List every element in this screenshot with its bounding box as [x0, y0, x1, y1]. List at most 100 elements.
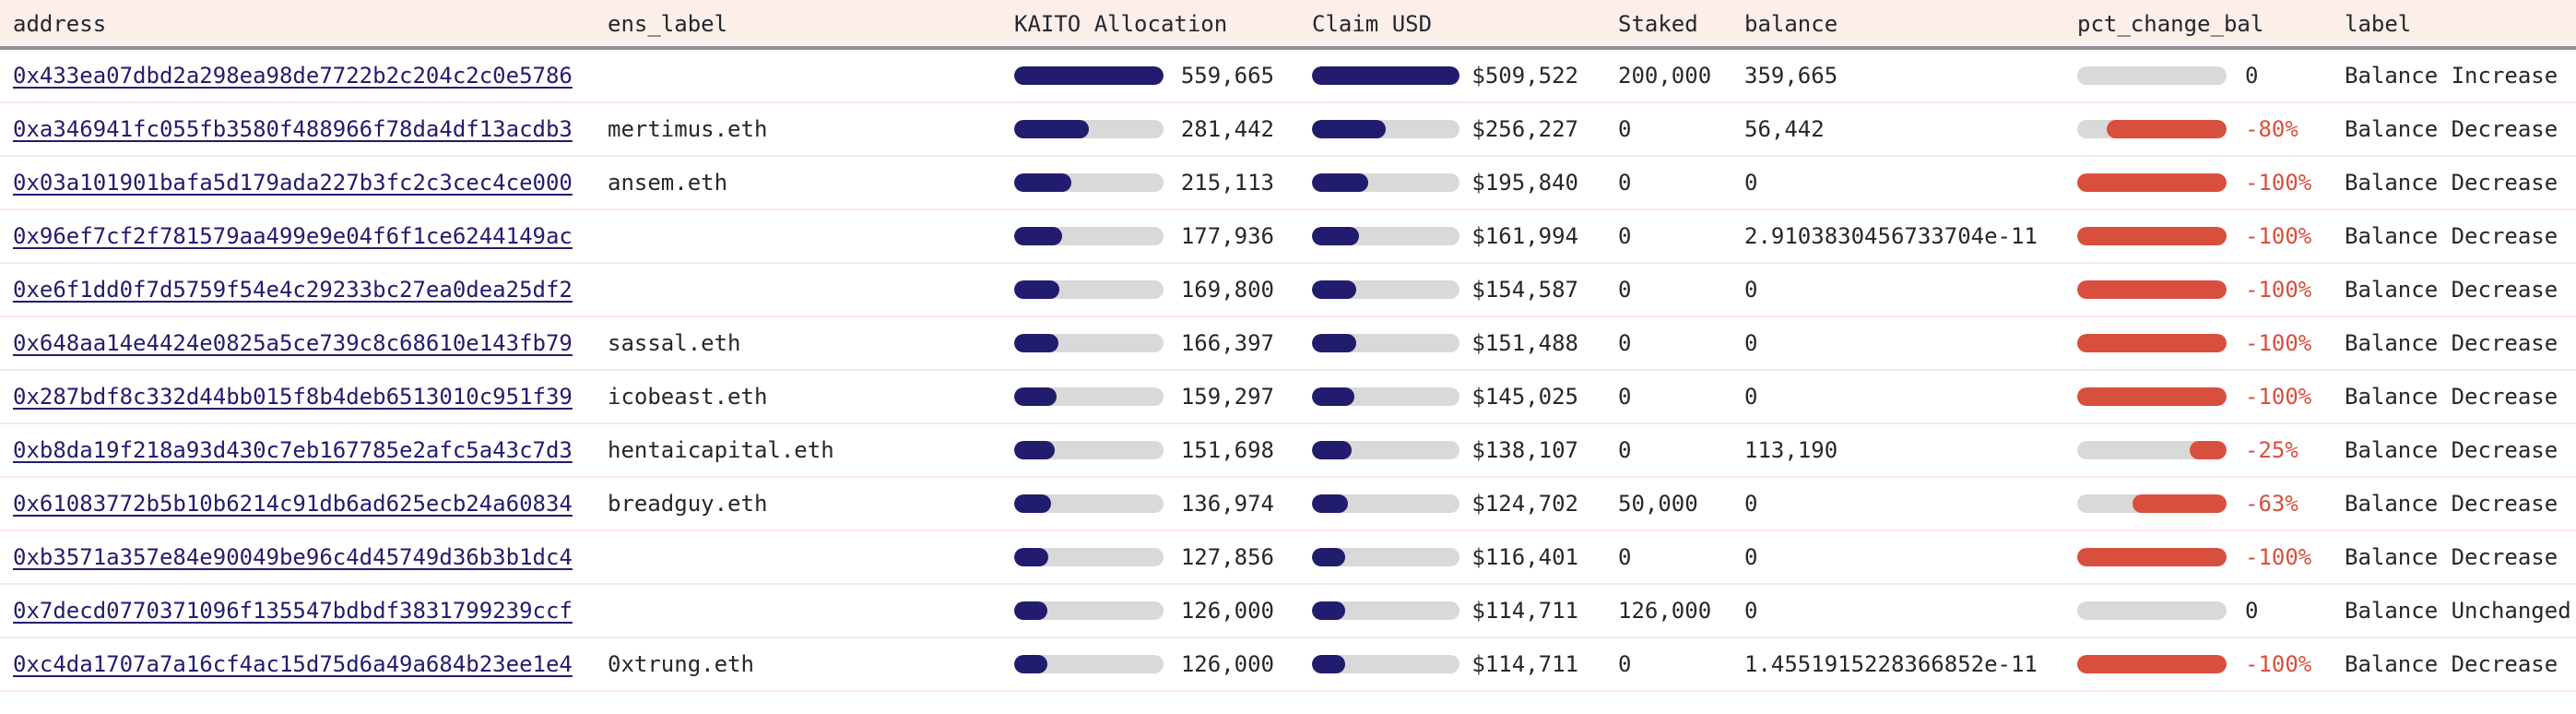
address-link[interactable]: 0xb3571a357e84e90049be96c4d45749d36b3b1d… — [13, 544, 573, 570]
ens-label-cell: sassal.eth — [608, 330, 741, 356]
table-row[interactable]: 0x03a101901bafa5d179ada227b3fc2c3cec4ce0… — [0, 157, 2576, 210]
table-row[interactable]: 0xb8da19f218a93d430c7eb167785e2afc5a43c7… — [0, 424, 2576, 478]
label-cell: Balance Decrease — [2345, 223, 2558, 249]
column-header-label[interactable]: label — [2345, 11, 2412, 37]
staked-cell: 0 — [1618, 223, 1632, 249]
kaito-allocation-value: 559,665 — [1180, 63, 1274, 89]
claim-usd-value: $116,401 — [1471, 544, 1578, 570]
column-header-kaito-allocation[interactable]: KAITO Allocation — [1014, 11, 1228, 37]
kaito-allocation-bar — [1014, 173, 1164, 192]
table-row[interactable]: 0xc4da1707a7a16cf4ac15d75d6a49a684b23ee1… — [0, 638, 2576, 692]
address-cell: 0x433ea07dbd2a298ea98de7722b2c204c2c0e57… — [13, 50, 573, 101]
claim-usd-value: $124,702 — [1471, 491, 1578, 517]
claim-usd-value: $114,711 — [1471, 598, 1578, 624]
staked-cell: 0 — [1618, 116, 1632, 142]
kaito-allocation-value: 136,974 — [1180, 491, 1274, 517]
staked-cell: 200,000 — [1618, 63, 1712, 89]
kaito-allocation-bar — [1014, 334, 1164, 352]
table-row[interactable]: 0x648aa14e4424e0825a5ce739c8c68610e143fb… — [0, 317, 2576, 371]
balance-cell: 1.4551915228366852e-11 — [1744, 651, 2038, 677]
address-link[interactable]: 0x7decd0770371096f135547bdbdf3831799239c… — [13, 598, 573, 624]
label-cell: Balance Decrease — [2345, 116, 2558, 142]
table-row[interactable]: 0x61083772b5b10b6214c91db6ad625ecb24a608… — [0, 478, 2576, 531]
label-cell: Balance Decrease — [2345, 384, 2558, 410]
address-cell: 0xe6f1dd0f7d5759f54e4c29233bc27ea0dea25d… — [13, 264, 573, 315]
table-row[interactable]: 0x7decd0770371096f135547bdbdf3831799239c… — [0, 585, 2576, 638]
column-header-balance[interactable]: balance — [1744, 11, 1838, 37]
claim-usd-bar — [1312, 66, 1459, 85]
claim-usd-value: $151,488 — [1471, 330, 1578, 356]
claim-usd-value: $161,994 — [1471, 223, 1578, 249]
table-row[interactable]: 0x433ea07dbd2a298ea98de7722b2c204c2c0e57… — [0, 50, 2576, 103]
claim-usd-bar — [1312, 387, 1459, 406]
staked-cell: 0 — [1618, 437, 1632, 463]
claim-usd-bar-fill — [1312, 441, 1353, 459]
table-header-row: address ens_label KAITO Allocation Claim… — [0, 0, 2576, 50]
pct-change-bar — [2077, 280, 2227, 299]
claim-usd-value: $138,107 — [1471, 437, 1578, 463]
address-link[interactable]: 0x61083772b5b10b6214c91db6ad625ecb24a608… — [13, 491, 573, 517]
pct-change-bar — [2077, 441, 2227, 459]
label-cell: Balance Decrease — [2345, 651, 2558, 677]
claim-usd-bar — [1312, 655, 1459, 673]
balance-cell: 0 — [1744, 170, 1758, 196]
claim-usd-bar-fill — [1312, 601, 1345, 620]
column-header-claim-usd[interactable]: Claim USD — [1312, 11, 1433, 37]
table-row[interactable]: 0xb3571a357e84e90049be96c4d45749d36b3b1d… — [0, 531, 2576, 585]
column-header-address[interactable]: address — [13, 11, 107, 37]
table-row[interactable]: 0xa346941fc055fb3580f488966f78da4df13acd… — [0, 103, 2576, 157]
address-link[interactable]: 0x287bdf8c332d44bb015f8b4deb6513010c951f… — [13, 384, 573, 410]
table-row[interactable]: 0xe6f1dd0f7d5759f54e4c29233bc27ea0dea25d… — [0, 264, 2576, 317]
balance-cell: 56,442 — [1744, 116, 1825, 142]
ens-label-cell: breadguy.eth — [608, 491, 768, 517]
claim-usd-value: $145,025 — [1471, 384, 1578, 410]
kaito-allocation-bar-fill — [1014, 494, 1051, 513]
label-cell: Balance Decrease — [2345, 437, 2558, 463]
address-link[interactable]: 0xb8da19f218a93d430c7eb167785e2afc5a43c7… — [13, 437, 573, 463]
pct-change-bar — [2077, 494, 2227, 513]
address-link[interactable]: 0xa346941fc055fb3580f488966f78da4df13acd… — [13, 116, 573, 142]
label-cell: Balance Decrease — [2345, 330, 2558, 356]
pct-change-bar — [2077, 120, 2227, 138]
label-cell: Balance Decrease — [2345, 491, 2558, 517]
pct-change-value: -80% — [2245, 116, 2298, 142]
kaito-allocation-value: 281,442 — [1180, 116, 1274, 142]
address-link[interactable]: 0x03a101901bafa5d179ada227b3fc2c3cec4ce0… — [13, 170, 573, 196]
kaito-allocation-bar-fill — [1014, 227, 1062, 245]
claim-usd-value: $195,840 — [1471, 170, 1578, 196]
table-row[interactable]: 0x287bdf8c332d44bb015f8b4deb6513010c951f… — [0, 371, 2576, 424]
ens-label-cell: mertimus.eth — [608, 116, 768, 142]
column-header-pct-change-bal[interactable]: pct_change_bal — [2077, 11, 2264, 37]
address-link[interactable]: 0x96ef7cf2f781579aa499e9e04f6f1ce6244149… — [13, 223, 573, 249]
address-link[interactable]: 0xc4da1707a7a16cf4ac15d75d6a49a684b23ee1… — [13, 651, 573, 677]
staked-cell: 0 — [1618, 384, 1632, 410]
address-link[interactable]: 0x433ea07dbd2a298ea98de7722b2c204c2c0e57… — [13, 63, 573, 89]
kaito-allocation-bar-fill — [1014, 387, 1058, 406]
address-link[interactable]: 0x648aa14e4424e0825a5ce739c8c68610e143fb… — [13, 330, 573, 356]
table-row[interactable]: 0x96ef7cf2f781579aa499e9e04f6f1ce6244149… — [0, 210, 2576, 264]
address-cell: 0xc4da1707a7a16cf4ac15d75d6a49a684b23ee1… — [13, 638, 573, 690]
pct-change-bar-fill — [2077, 655, 2227, 673]
balance-cell: 0 — [1744, 544, 1758, 570]
kaito-allocation-bar-fill — [1014, 173, 1072, 192]
claim-usd-bar-fill — [1312, 173, 1369, 192]
claim-usd-bar — [1312, 173, 1459, 192]
kaito-allocation-bar-fill — [1014, 280, 1060, 299]
kaito-allocation-value: 126,000 — [1180, 598, 1274, 624]
pct-change-bar-fill — [2077, 387, 2227, 406]
pct-change-bar — [2077, 66, 2227, 85]
pct-change-bar — [2077, 387, 2227, 406]
balance-cell: 113,190 — [1744, 437, 1838, 463]
kaito-allocation-bar-fill — [1014, 120, 1090, 138]
pct-change-bar — [2077, 601, 2227, 620]
balance-cell: 359,665 — [1744, 63, 1838, 89]
column-header-staked[interactable]: Staked — [1618, 11, 1698, 37]
pct-change-value: 0 — [2245, 63, 2259, 89]
ens-label-cell: hentaicapital.eth — [608, 437, 834, 463]
pct-change-bar-fill — [2077, 227, 2227, 245]
claim-usd-value: $114,711 — [1471, 651, 1578, 677]
column-header-ens-label[interactable]: ens_label — [608, 11, 728, 37]
address-link[interactable]: 0xe6f1dd0f7d5759f54e4c29233bc27ea0dea25d… — [13, 277, 573, 303]
address-cell: 0x648aa14e4424e0825a5ce739c8c68610e143fb… — [13, 317, 573, 369]
